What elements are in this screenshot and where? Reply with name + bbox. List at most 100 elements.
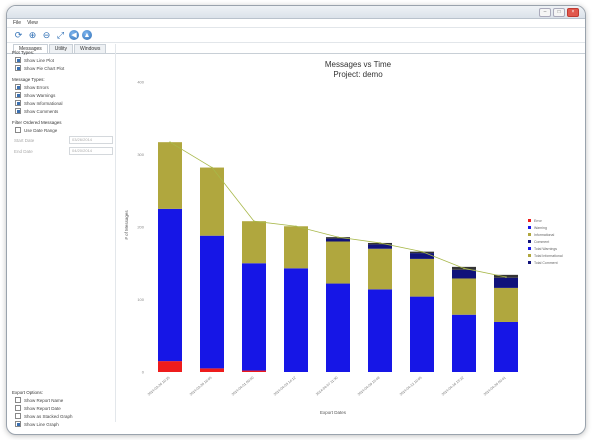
bar-segment-error xyxy=(200,368,224,372)
end-date-field: End Date 04/20/2014 xyxy=(14,147,113,155)
x-tick-label: 2014-03-26 10:25 xyxy=(147,376,171,397)
x-tick-label: 2014-04-09 15:48 xyxy=(357,376,381,397)
panel-splitter[interactable] xyxy=(115,44,116,422)
legend-item: Warning xyxy=(534,226,547,230)
y-tick-label: 0 xyxy=(142,370,145,375)
legend-item: Informational xyxy=(534,233,554,237)
x-tick-label: 2014-04-16 13:22 xyxy=(441,376,465,397)
back-icon[interactable]: ◀ xyxy=(69,30,79,40)
checkbox-icon[interactable] xyxy=(15,405,21,411)
checkbox-comments[interactable]: Show Comments xyxy=(15,108,115,114)
filter-label: Filter Ordered Messages xyxy=(12,120,62,125)
x-tick-label: 2014-04-12 10:05 xyxy=(399,376,423,397)
checkbox-icon[interactable] xyxy=(15,84,21,90)
bar-segment-warning xyxy=(494,321,518,372)
options-sidebar: Plot Types: Show Line Plot Show Pie Char… xyxy=(12,44,115,427)
line-point xyxy=(253,220,255,222)
checkbox-label: Show Pie Chart Plot xyxy=(24,65,65,71)
y-tick-label: 100 xyxy=(137,297,144,302)
line-point xyxy=(379,242,381,244)
checkbox-icon[interactable] xyxy=(15,100,21,106)
bar-segment-comment xyxy=(494,277,518,288)
checkbox-informational[interactable]: Show Informational xyxy=(15,100,115,106)
bar-segment-informational xyxy=(410,258,434,297)
bar-segment-comment xyxy=(452,269,476,279)
line-point xyxy=(463,267,465,270)
tab-messages[interactable]: Messages xyxy=(13,44,48,53)
bar-segment-warning xyxy=(158,208,182,362)
legend-swatch xyxy=(528,219,531,222)
y-tick-label: 200 xyxy=(137,225,144,230)
checkbox-report-name[interactable]: Show Report Name xyxy=(15,397,115,403)
bar-segment-comment xyxy=(410,253,434,259)
checkbox-icon[interactable] xyxy=(15,421,21,427)
x-tick-label: 2014-04-20 09:41 xyxy=(483,376,507,397)
checkbox-line-plot[interactable]: Show Line Plot xyxy=(15,57,115,63)
checkbox-icon[interactable] xyxy=(15,92,21,98)
maximize-button[interactable]: □ xyxy=(553,7,565,17)
y-tick-label: 400 xyxy=(137,80,144,85)
legend-swatch xyxy=(528,254,531,257)
zoom-out-icon[interactable]: ⊖ xyxy=(42,29,51,40)
tab-windows[interactable]: Windows xyxy=(74,44,107,53)
start-date-field: Start Date 03/26/2014 xyxy=(14,136,113,144)
checkbox-stacked-graph[interactable]: Show as Stacked Graph xyxy=(15,413,115,419)
checkbox-errors[interactable]: Show Errors xyxy=(15,84,115,90)
checkbox-report-date[interactable]: Show Report Date xyxy=(15,405,115,411)
start-date-input[interactable]: 03/26/2014 xyxy=(69,136,113,144)
chart-title: Messages vs Time xyxy=(325,60,392,69)
close-button[interactable]: × xyxy=(567,7,579,17)
checkbox-label: Show Errors xyxy=(24,84,49,90)
end-date-input[interactable]: 04/20/2014 xyxy=(69,147,113,155)
bar-segment-informational xyxy=(326,241,350,284)
bar-segment-warning xyxy=(368,289,392,372)
bar-segment-warning xyxy=(200,235,224,369)
checkbox-label: Use Date Range xyxy=(24,127,58,133)
bar-segment-informational xyxy=(284,226,308,269)
message-types-label: Message Types: xyxy=(12,77,45,82)
bar-segment-informational xyxy=(200,167,224,236)
field-label: End Date xyxy=(14,148,33,154)
checkbox-label: Show Line Graph xyxy=(24,421,59,427)
zoom-in-icon[interactable]: ⊕ xyxy=(28,29,37,40)
line-point xyxy=(295,225,297,228)
menu-file[interactable]: File xyxy=(13,20,22,26)
checkbox-label: Show Report Name xyxy=(24,397,64,403)
legend-item: Total Warnings xyxy=(534,247,557,251)
forward-icon[interactable]: ▲ xyxy=(82,30,92,40)
line-point xyxy=(505,276,507,278)
checkbox-icon[interactable] xyxy=(15,127,21,133)
toolbar: ⟳ ⊕ ⊖ ⤢ ◀ ▲ xyxy=(7,28,585,43)
checkbox-date-range[interactable]: Use Date Range xyxy=(15,127,115,133)
refresh-icon[interactable]: ⟳ xyxy=(14,29,23,40)
bar-segment-error xyxy=(158,361,182,372)
x-axis-label: Export Dates xyxy=(320,410,347,415)
checkbox-icon[interactable] xyxy=(15,65,21,71)
checkbox-icon[interactable] xyxy=(15,108,21,114)
checkbox-pie-plot[interactable]: Show Pie Chart Plot xyxy=(15,65,115,71)
checkbox-icon[interactable] xyxy=(15,413,21,419)
tab-utility[interactable]: Utility xyxy=(48,44,74,53)
checkbox-label: Show Informational xyxy=(24,100,63,106)
bar-segment-informational xyxy=(158,142,182,209)
checkbox-icon[interactable] xyxy=(15,397,21,403)
checkbox-icon[interactable] xyxy=(15,57,21,63)
checkbox-label: Show Comments xyxy=(24,108,59,114)
line-point xyxy=(421,250,423,253)
x-tick-label: 2014-03-28 16:05 xyxy=(189,376,213,397)
x-tick-label: 2014-04-07 11:30 xyxy=(315,376,339,397)
legend-swatch xyxy=(528,233,531,236)
zoom-fit-icon[interactable]: ⤢ xyxy=(56,29,65,40)
checkbox-line-graph[interactable]: Show Line Graph xyxy=(15,421,115,427)
bar-segment-informational xyxy=(368,248,392,290)
minimize-button[interactable]: – xyxy=(539,7,551,17)
export-options: Export Options: Show Report Name Show Re… xyxy=(12,384,115,429)
chart-subtitle: Project: demo xyxy=(333,70,383,79)
menu-view[interactable]: View xyxy=(27,20,38,26)
checkbox-warnings[interactable]: Show Warnings xyxy=(15,92,115,98)
bar-segment-warning xyxy=(284,268,308,372)
y-tick-label: 300 xyxy=(137,152,144,157)
export-options-label: Export Options: xyxy=(12,390,44,395)
legend-swatch xyxy=(528,240,531,243)
x-tick-label: 2014-04-03 14:12 xyxy=(273,376,297,397)
